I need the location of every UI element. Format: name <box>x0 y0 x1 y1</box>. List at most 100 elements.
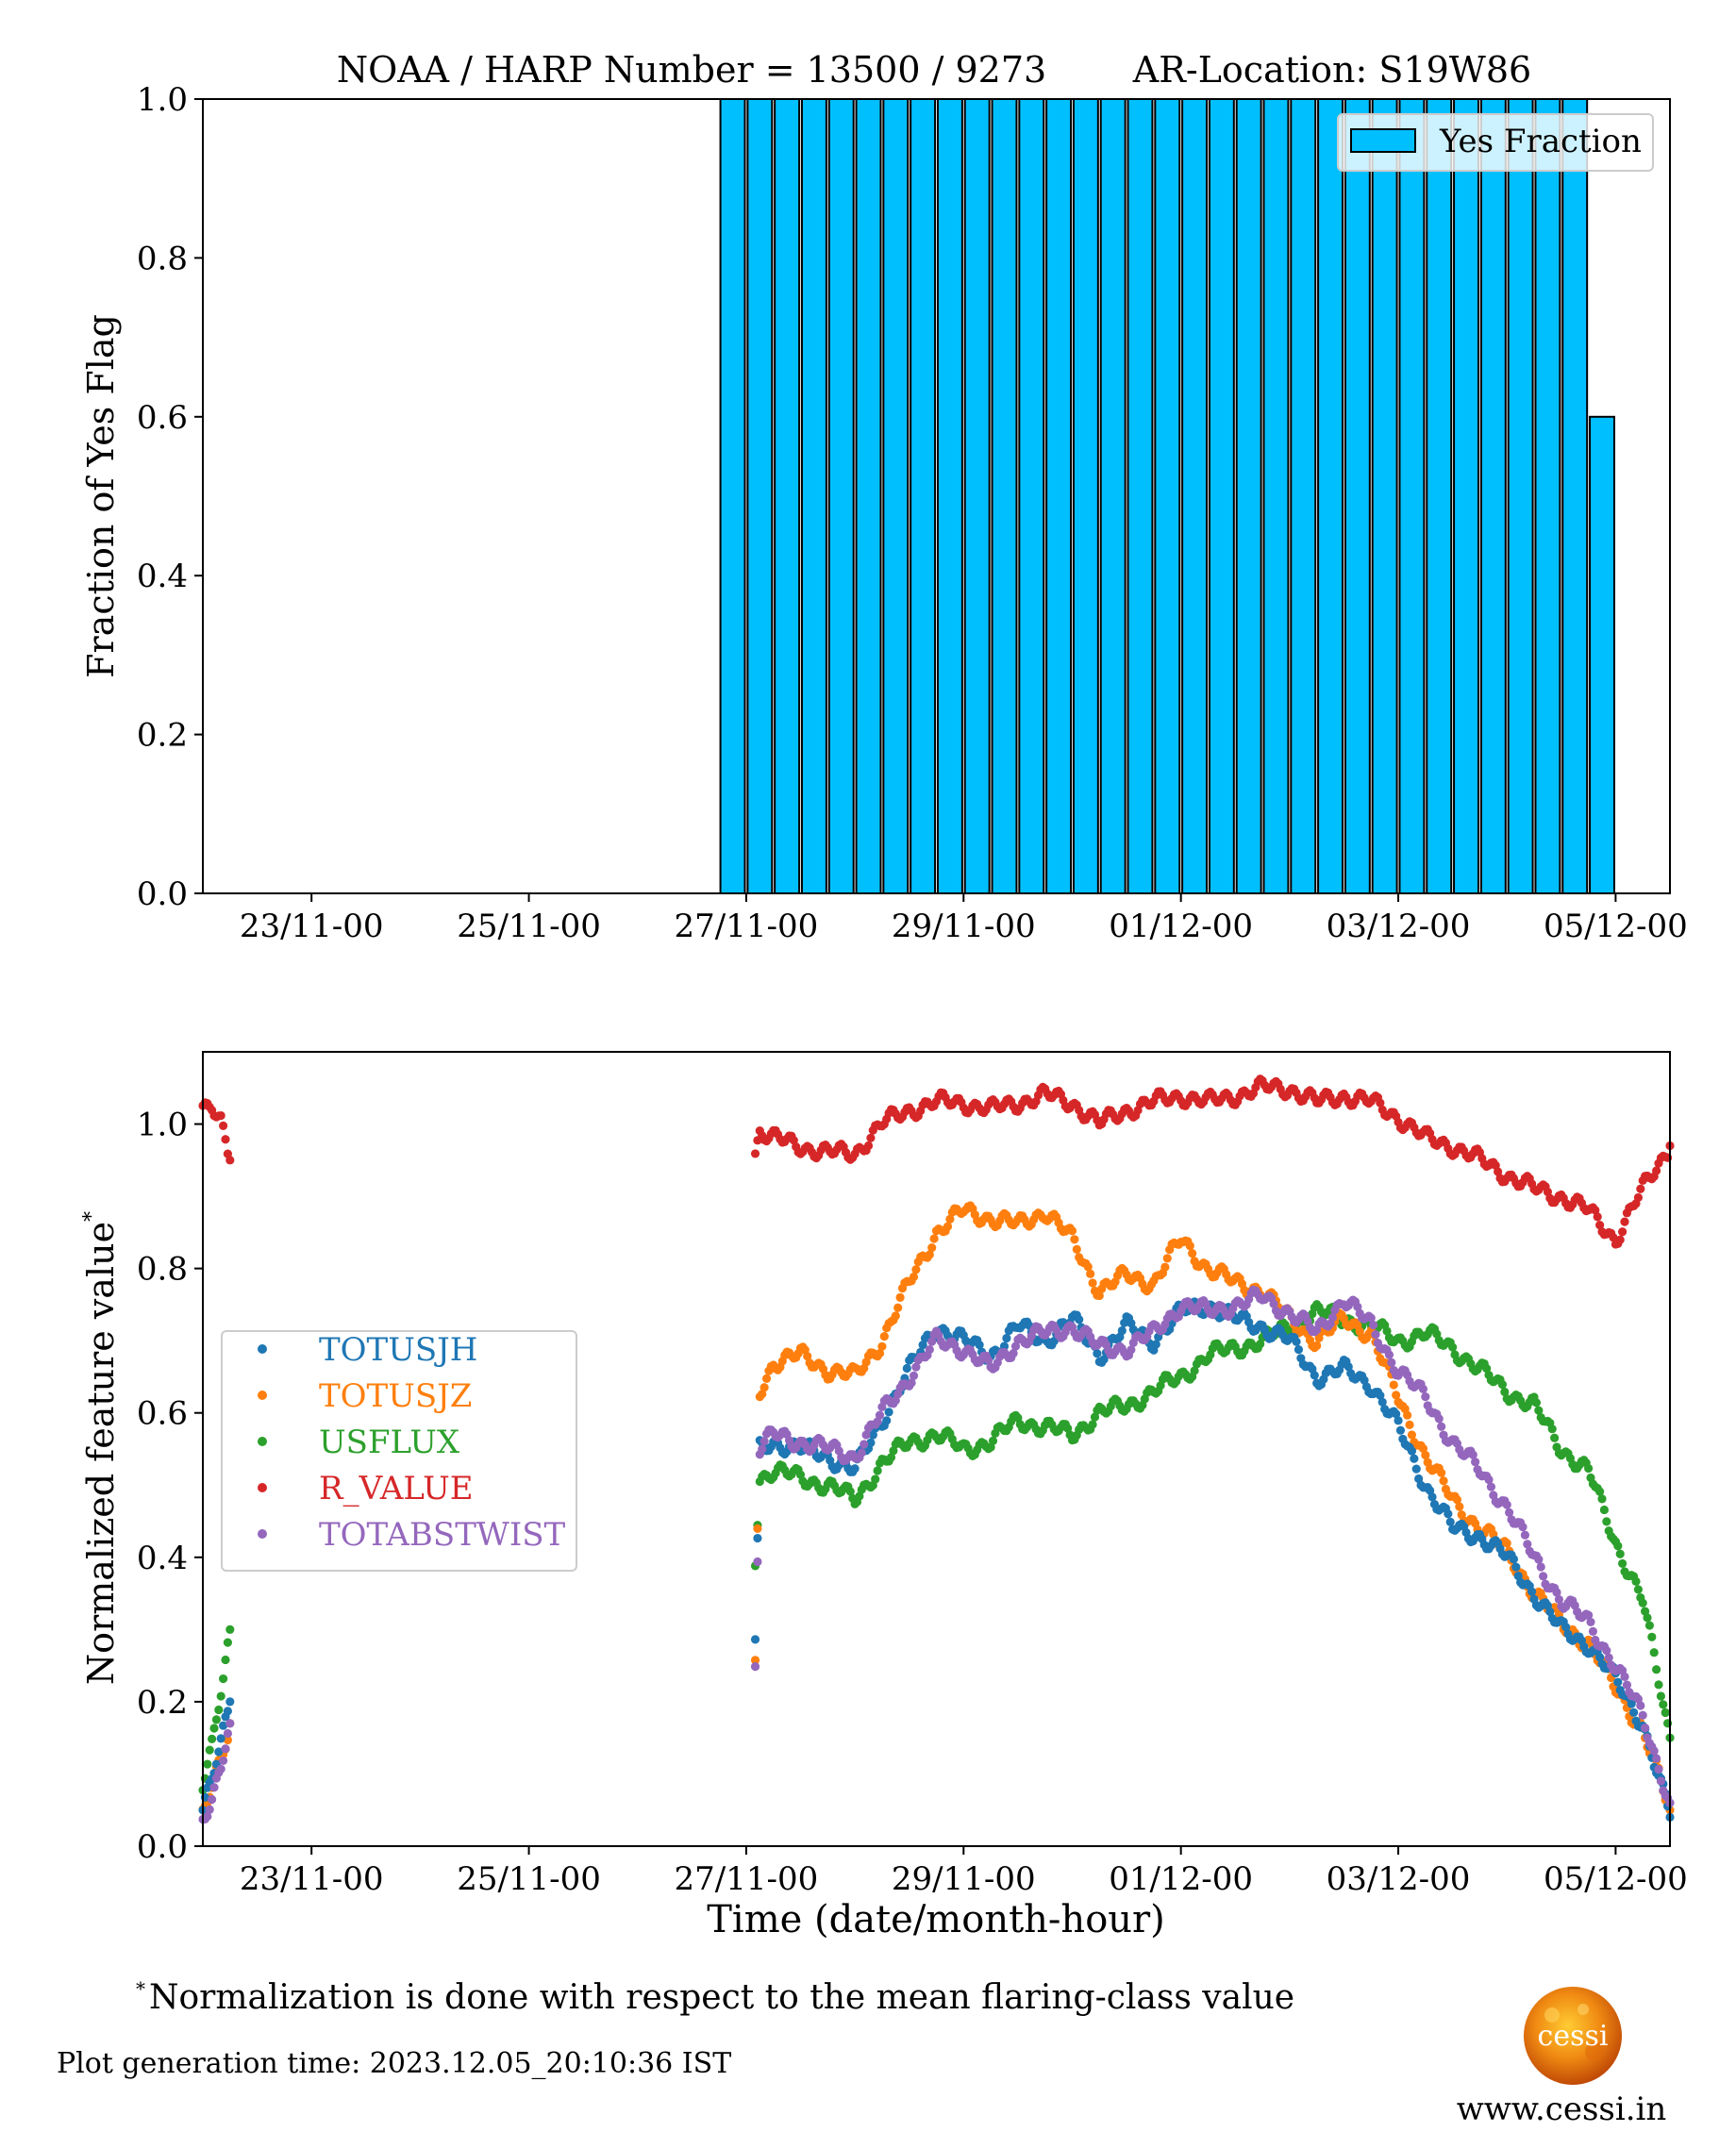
data-point <box>1421 1392 1430 1402</box>
data-point <box>1452 1495 1462 1505</box>
data-point <box>1377 1397 1387 1407</box>
y-tick-label: 0.0 <box>137 875 188 913</box>
data-point <box>1366 1313 1376 1323</box>
data-point <box>1310 1371 1319 1380</box>
y-axis-ticks: 0.0 0.2 0.4 0.6 0.8 1.0 <box>137 1107 203 1866</box>
bar-yes-fraction <box>1181 98 1209 894</box>
x-tick-label: 27/11-00 <box>675 1860 819 1898</box>
data-point <box>895 1292 905 1302</box>
data-point <box>984 1356 993 1365</box>
bar-yes-fraction <box>1453 98 1479 894</box>
data-point <box>225 1624 235 1634</box>
data-point <box>1641 1724 1650 1733</box>
data-point <box>925 1344 934 1355</box>
data-point <box>1353 1302 1362 1311</box>
scatter-points <box>198 1074 1675 1824</box>
data-point <box>1534 1406 1544 1415</box>
data-point <box>1395 1425 1406 1435</box>
plot-generation-time: Plot generation time: 2023.12.05_20:10:3… <box>57 2047 731 2080</box>
data-point <box>223 1638 232 1647</box>
data-point <box>1636 1701 1645 1710</box>
data-point <box>1604 1653 1613 1662</box>
data-point <box>1468 1450 1477 1459</box>
data-point <box>1407 1430 1417 1440</box>
data-point <box>1638 1710 1647 1720</box>
x-tick-label: 03/12-00 <box>1327 908 1471 945</box>
data-point <box>1389 1380 1398 1390</box>
data-point <box>1654 1680 1663 1690</box>
bar-yes-fraction <box>1426 98 1453 894</box>
data-point <box>1586 1617 1595 1627</box>
data-point <box>868 1430 877 1440</box>
data-point <box>761 1374 772 1384</box>
y-tick-label: 1.0 <box>137 81 188 119</box>
bar-yes-fraction <box>991 98 1018 894</box>
data-point <box>1387 1357 1396 1367</box>
website-link[interactable]: www.cessi.in <box>1457 2090 1667 2128</box>
data-point <box>1588 1626 1598 1636</box>
data-point <box>1075 1315 1084 1324</box>
legend-label-totabstwist: TOTABSTWIST <box>319 1516 566 1554</box>
data-point <box>207 1734 217 1744</box>
data-point <box>1652 1754 1661 1763</box>
data-point <box>1633 1192 1644 1203</box>
data-point <box>1445 1517 1455 1526</box>
data-point <box>866 1438 876 1448</box>
data-point <box>884 1407 893 1417</box>
data-point <box>845 1487 855 1496</box>
data-point <box>1090 1412 1100 1422</box>
data-point <box>1659 1700 1668 1709</box>
data-point <box>1547 1424 1557 1434</box>
data-point <box>1584 1610 1594 1620</box>
data-point <box>1633 1694 1644 1704</box>
data-point <box>1083 1262 1093 1272</box>
data-point <box>750 1656 760 1665</box>
data-point <box>1613 1541 1623 1551</box>
data-point <box>871 1474 880 1484</box>
x-tick-label: 05/12-00 <box>1544 908 1688 945</box>
data-point <box>1405 1420 1414 1429</box>
data-point <box>221 1744 230 1754</box>
data-point <box>886 1453 896 1462</box>
data-point <box>889 1446 898 1456</box>
data-point <box>866 1133 876 1142</box>
data-point <box>209 1724 219 1733</box>
bar-yes-fraction <box>882 98 910 894</box>
data-point <box>1002 1333 1011 1343</box>
data-point <box>753 1557 762 1567</box>
data-point <box>1344 1362 1353 1372</box>
data-point <box>911 1265 921 1274</box>
data-point <box>1620 1672 1629 1681</box>
x-tick-label: 29/11-00 <box>892 908 1036 945</box>
data-point <box>218 1121 228 1130</box>
data-point <box>1613 1677 1623 1687</box>
data-point <box>1072 1244 1081 1254</box>
data-point <box>1633 1585 1644 1594</box>
normalized-features-scatter-chart: 0.0 0.2 0.4 0.6 0.8 1.0 23/11-00 25/11-00 27/11… <box>80 1051 1688 1941</box>
data-point <box>988 1436 998 1446</box>
data-point <box>1593 1212 1602 1222</box>
data-point <box>909 1371 919 1380</box>
data-point <box>1382 1326 1392 1336</box>
y-tick-label: 0.4 <box>137 1540 188 1577</box>
data-point <box>1595 1653 1605 1662</box>
data-point <box>225 1719 235 1728</box>
data-point <box>760 1383 769 1392</box>
data-point <box>1531 1398 1542 1407</box>
bar-yes-fraction <box>1208 98 1235 894</box>
data-point <box>1162 1254 1172 1263</box>
data-point <box>1086 1269 1095 1278</box>
data-point <box>1188 1249 1197 1258</box>
data-point <box>1534 1555 1544 1564</box>
bar-yes-fraction <box>1561 98 1589 894</box>
data-point <box>1185 1241 1194 1251</box>
data-point <box>879 1331 889 1341</box>
data-point <box>1269 1299 1278 1308</box>
bar-yes-fraction <box>719 98 746 894</box>
data-point <box>861 1430 871 1440</box>
data-point <box>1471 1457 1480 1467</box>
data-point <box>203 1759 212 1769</box>
data-point <box>1539 1572 1548 1581</box>
data-point <box>907 1378 916 1388</box>
